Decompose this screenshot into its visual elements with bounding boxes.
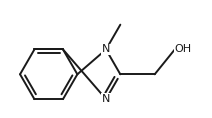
Text: N: N <box>102 94 110 104</box>
Text: OH: OH <box>175 44 192 55</box>
Text: N: N <box>102 44 110 55</box>
